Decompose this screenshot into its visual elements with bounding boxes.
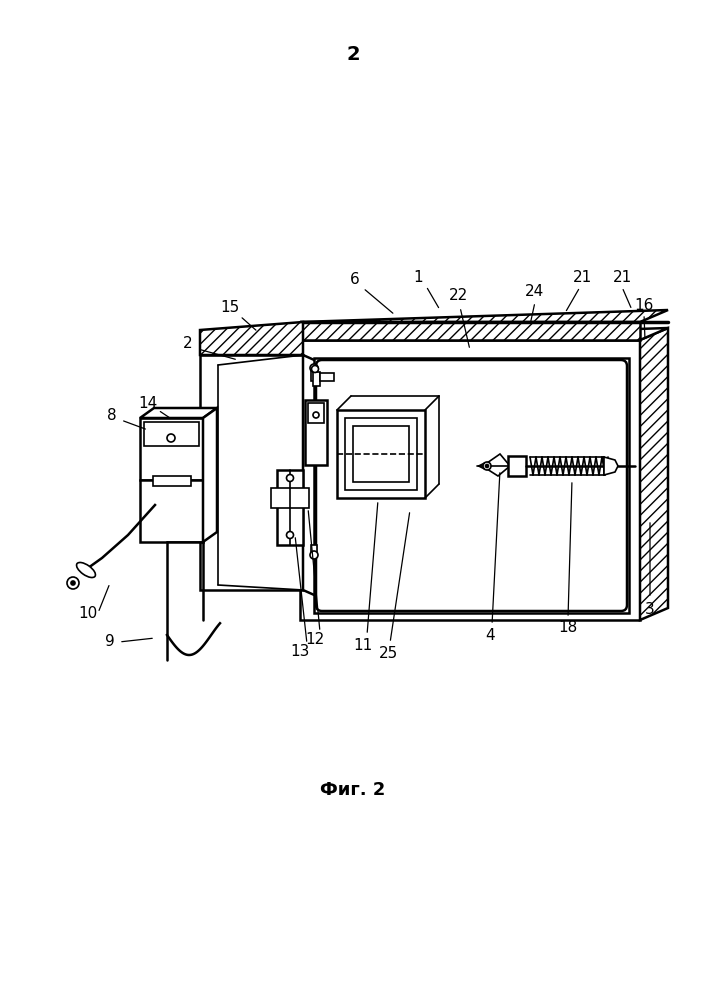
Polygon shape: [640, 328, 668, 620]
Circle shape: [167, 434, 175, 442]
Bar: [305, 400, 327, 465]
Text: 2: 2: [346, 45, 360, 64]
Bar: [353, 426, 409, 482]
Text: 1: 1: [413, 270, 423, 286]
FancyBboxPatch shape: [316, 360, 627, 611]
Bar: [300, 322, 640, 340]
Ellipse shape: [76, 562, 95, 578]
Circle shape: [310, 551, 318, 559]
Bar: [345, 418, 417, 490]
Text: 21: 21: [612, 270, 631, 286]
Bar: [308, 403, 324, 423]
Text: 12: 12: [305, 633, 325, 648]
Polygon shape: [300, 328, 668, 340]
Bar: [140, 480, 203, 542]
Circle shape: [71, 581, 75, 585]
Circle shape: [483, 462, 491, 470]
Bar: [271, 488, 309, 508]
Circle shape: [286, 532, 293, 538]
Text: 4: 4: [485, 628, 495, 643]
Bar: [140, 418, 203, 480]
Circle shape: [312, 365, 318, 372]
Text: Фиг. 2: Фиг. 2: [320, 781, 386, 799]
Bar: [311, 371, 317, 381]
Polygon shape: [300, 310, 668, 322]
Circle shape: [313, 412, 319, 418]
Bar: [337, 410, 425, 498]
Polygon shape: [303, 355, 321, 598]
Bar: [508, 456, 526, 476]
Circle shape: [486, 464, 489, 468]
Bar: [311, 545, 317, 557]
Text: 14: 14: [139, 396, 158, 412]
Text: 24: 24: [525, 284, 544, 300]
Polygon shape: [200, 322, 303, 355]
Text: 6: 6: [350, 272, 360, 288]
Text: 8: 8: [107, 408, 117, 422]
Bar: [200, 355, 303, 590]
Bar: [320, 373, 334, 381]
Circle shape: [310, 364, 318, 372]
Text: 13: 13: [291, 645, 310, 660]
Text: 10: 10: [78, 605, 98, 620]
Text: 16: 16: [634, 298, 654, 312]
Circle shape: [67, 577, 79, 589]
Bar: [277, 470, 303, 545]
Bar: [314, 358, 629, 613]
Text: 11: 11: [354, 638, 373, 652]
Bar: [313, 372, 320, 386]
Polygon shape: [140, 408, 217, 418]
Polygon shape: [604, 457, 618, 475]
Bar: [300, 340, 640, 620]
Text: 21: 21: [573, 270, 592, 286]
Text: 22: 22: [448, 288, 467, 304]
Polygon shape: [487, 454, 510, 476]
Polygon shape: [203, 408, 217, 542]
Text: 3: 3: [645, 602, 655, 617]
Circle shape: [286, 475, 293, 482]
Text: 2: 2: [183, 336, 193, 351]
Text: 18: 18: [559, 620, 578, 636]
Text: 15: 15: [221, 300, 240, 316]
Bar: [153, 476, 191, 486]
Text: 9: 9: [105, 635, 115, 650]
Bar: [144, 422, 199, 446]
Text: 25: 25: [378, 646, 397, 660]
